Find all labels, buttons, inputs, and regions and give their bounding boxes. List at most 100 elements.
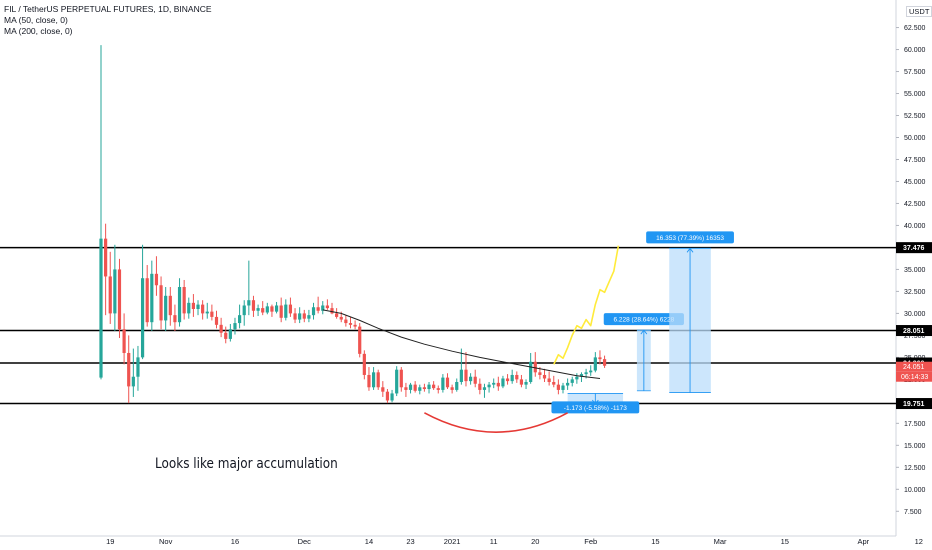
candle-body (325, 305, 329, 309)
measure-label: 6.228 (28.64%) 6228 (613, 317, 674, 324)
candle-body (335, 313, 339, 317)
price-tick-label: 35.000 (904, 267, 926, 274)
candle-body (145, 278, 149, 323)
candle-body (228, 329, 232, 339)
candle-body (399, 369, 403, 388)
candle-body (427, 384, 431, 390)
candle-body (441, 377, 445, 390)
accumulation-note: Looks like major accumulation (155, 456, 338, 472)
legend-symbol[interactable]: FIL / TetherUS PERPETUAL FUTURES, 1D, BI… (4, 4, 212, 14)
price-tick-label: 60.000 (904, 47, 926, 54)
time-label: Dec (298, 537, 312, 546)
candle-body (191, 302, 195, 309)
price-tick-label: 50.000 (904, 135, 926, 142)
candle-body (113, 269, 117, 314)
candle-body (561, 385, 565, 390)
price-tick-label: 27.500 (904, 333, 926, 340)
countdown-label: 06:14:33 (901, 374, 928, 381)
candle-body (131, 376, 135, 387)
level-price-tag (896, 325, 932, 337)
candle-body (270, 306, 274, 312)
candle-body (478, 383, 482, 390)
candle-body (524, 382, 528, 385)
candle-body (311, 307, 316, 316)
price-tick-label: 47.500 (904, 157, 926, 164)
currency-label[interactable]: USDT (906, 6, 932, 17)
candle-body (284, 304, 288, 318)
level-price-label: 28.051 (903, 328, 925, 335)
candle-body (201, 304, 205, 314)
candle-body (376, 372, 380, 388)
candle-body (566, 382, 570, 386)
candle-body (455, 382, 459, 390)
candle-body (575, 376, 579, 380)
candle-body (279, 305, 283, 318)
candle-body (584, 372, 588, 375)
candle-body (593, 357, 597, 371)
measure-label: -1.173 (-5.58%) -1173 (564, 405, 627, 412)
candle-body (529, 361, 533, 382)
candle-body (293, 313, 297, 320)
price-tick-label: 42.500 (904, 201, 926, 208)
candle-body (538, 372, 542, 375)
candle-body (436, 388, 440, 390)
candle-body (302, 313, 306, 319)
candle-body (196, 304, 200, 309)
time-label: 14 (365, 537, 373, 546)
price-tick-label: 32.500 (904, 289, 926, 296)
candle-body (122, 329, 126, 353)
candle-body (501, 378, 505, 387)
legend-ma50[interactable]: MA (50, close, 0) (4, 15, 68, 25)
candle-body (519, 379, 524, 385)
candle-body (330, 308, 334, 314)
candle-body (140, 278, 145, 358)
candle-body (362, 353, 366, 375)
candle-body (547, 378, 551, 382)
candle-body (224, 332, 228, 339)
candle-body (432, 384, 436, 389)
candle-body (385, 391, 390, 401)
price-tick-label: 30.000 (904, 311, 926, 318)
time-label: Nov (159, 537, 173, 546)
candle-body (274, 305, 279, 312)
candle-body (288, 304, 293, 314)
chart-legend: FIL / TetherUS PERPETUAL FUTURES, 1D, BI… (4, 4, 212, 37)
candle-body (256, 308, 260, 311)
candle-body (556, 384, 560, 390)
candle-body (482, 387, 487, 390)
time-label: Mar (714, 537, 727, 546)
measure-label: 16.353 (77.39%) 16353 (656, 235, 724, 242)
candle-body (154, 273, 159, 286)
candle-body (496, 382, 500, 387)
candle-body (307, 315, 311, 319)
candle-body (445, 377, 450, 388)
candle-body (492, 382, 496, 385)
last-price-tag (896, 361, 932, 372)
candle-body (473, 376, 477, 384)
candle-body (316, 307, 320, 311)
price-tick-label: 10.000 (904, 487, 926, 494)
candle-body (589, 370, 593, 373)
time-label: 11 (490, 537, 498, 546)
price-tick-label: 55.000 (904, 91, 926, 98)
candle-body (117, 269, 122, 330)
price-tick-label: 12.500 (904, 465, 926, 472)
legend-ma200[interactable]: MA (200, close, 0) (4, 26, 73, 36)
candle-body (459, 369, 463, 382)
candle-body (168, 295, 172, 316)
measure-tools: 6.228 (28.64%) 6228 16.353 (77.39%) 16353… (551, 231, 734, 414)
level-lines (0, 246, 896, 405)
measure-arrow-head (686, 247, 694, 253)
candle-body (371, 372, 376, 388)
candle-body (127, 352, 131, 387)
candle-body (487, 384, 491, 388)
candle-body (261, 308, 265, 313)
candle-body (150, 273, 154, 323)
candle-body (344, 319, 348, 324)
last-price-label: 24.051 (903, 364, 925, 371)
price-tick-label: 17.500 (904, 421, 926, 428)
time-label: 15 (781, 537, 789, 546)
candle-body (247, 300, 251, 306)
